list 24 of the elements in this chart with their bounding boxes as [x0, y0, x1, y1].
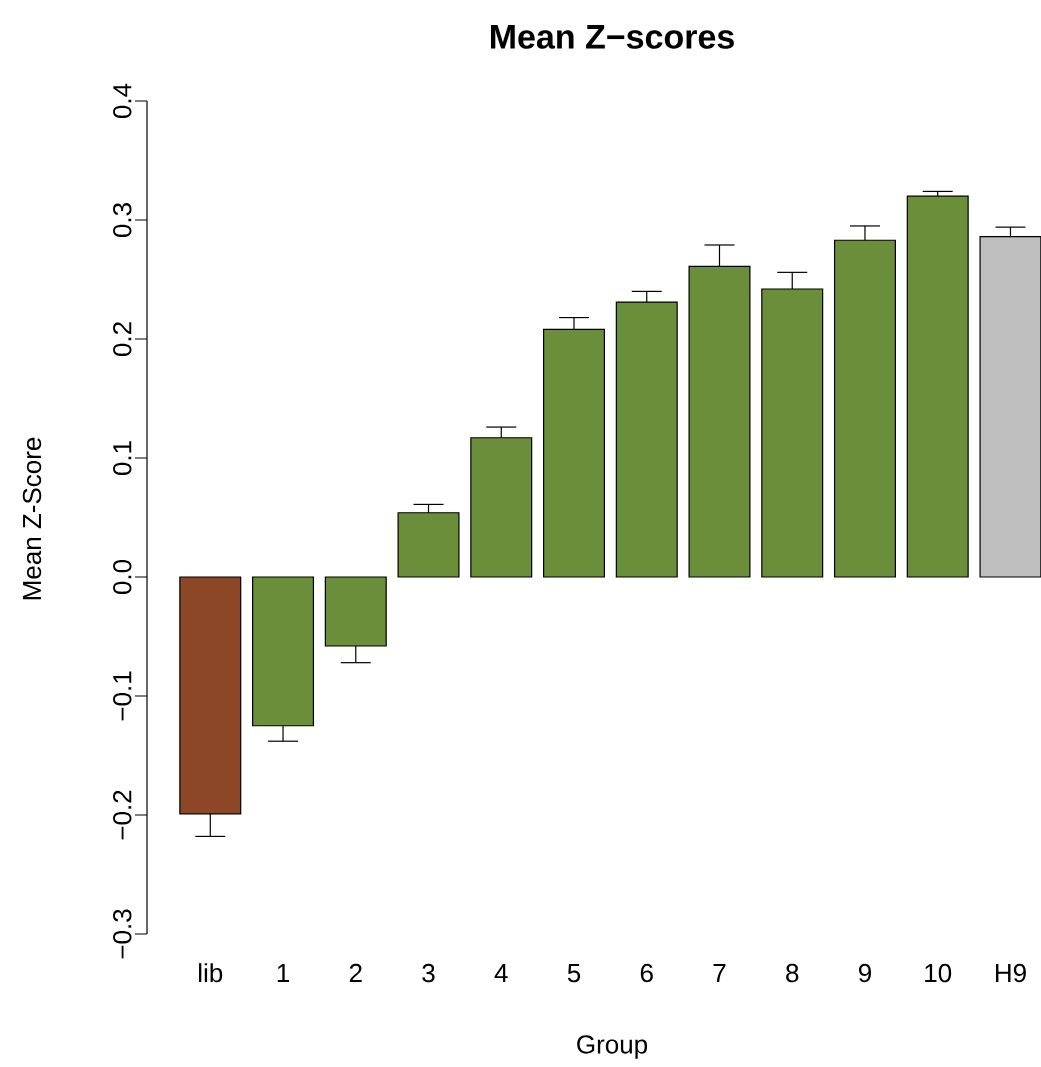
y-tick-label: 0.2 [112, 322, 132, 357]
x-tick-label: 3 [422, 963, 435, 983]
x-tick-label: 8 [785, 963, 799, 983]
y-tick-label: −0.2 [112, 790, 132, 840]
x-tick-label: 9 [858, 963, 871, 983]
x-tick-label: 6 [640, 963, 653, 983]
chart-title: Mean Z−scores [490, 25, 734, 49]
x-tick-label: H9 [995, 963, 1026, 983]
x-tick-label: 10 [925, 963, 951, 983]
x-tick-label: 4 [494, 964, 508, 982]
y-tick-label: 0.0 [112, 559, 132, 595]
y-tick-label: −0.3 [112, 909, 132, 959]
y-tick-label: 0.3 [112, 203, 132, 238]
y-tick-label: 0.4 [112, 83, 132, 119]
x-axis-title: Group [576, 1035, 647, 1059]
y-axis-title: Mean Z-Score [22, 437, 41, 600]
bar [906, 195, 969, 578]
x-tick-label: 2 [349, 963, 362, 982]
x-tick-label: 1 [277, 964, 289, 982]
x-tick-label: 7 [713, 964, 726, 982]
x-tick-label: 5 [567, 964, 580, 983]
x-tick-label: lib [198, 963, 222, 983]
y-tick-label: −0.1 [112, 671, 132, 721]
y-tick-label: 0.1 [112, 441, 132, 476]
